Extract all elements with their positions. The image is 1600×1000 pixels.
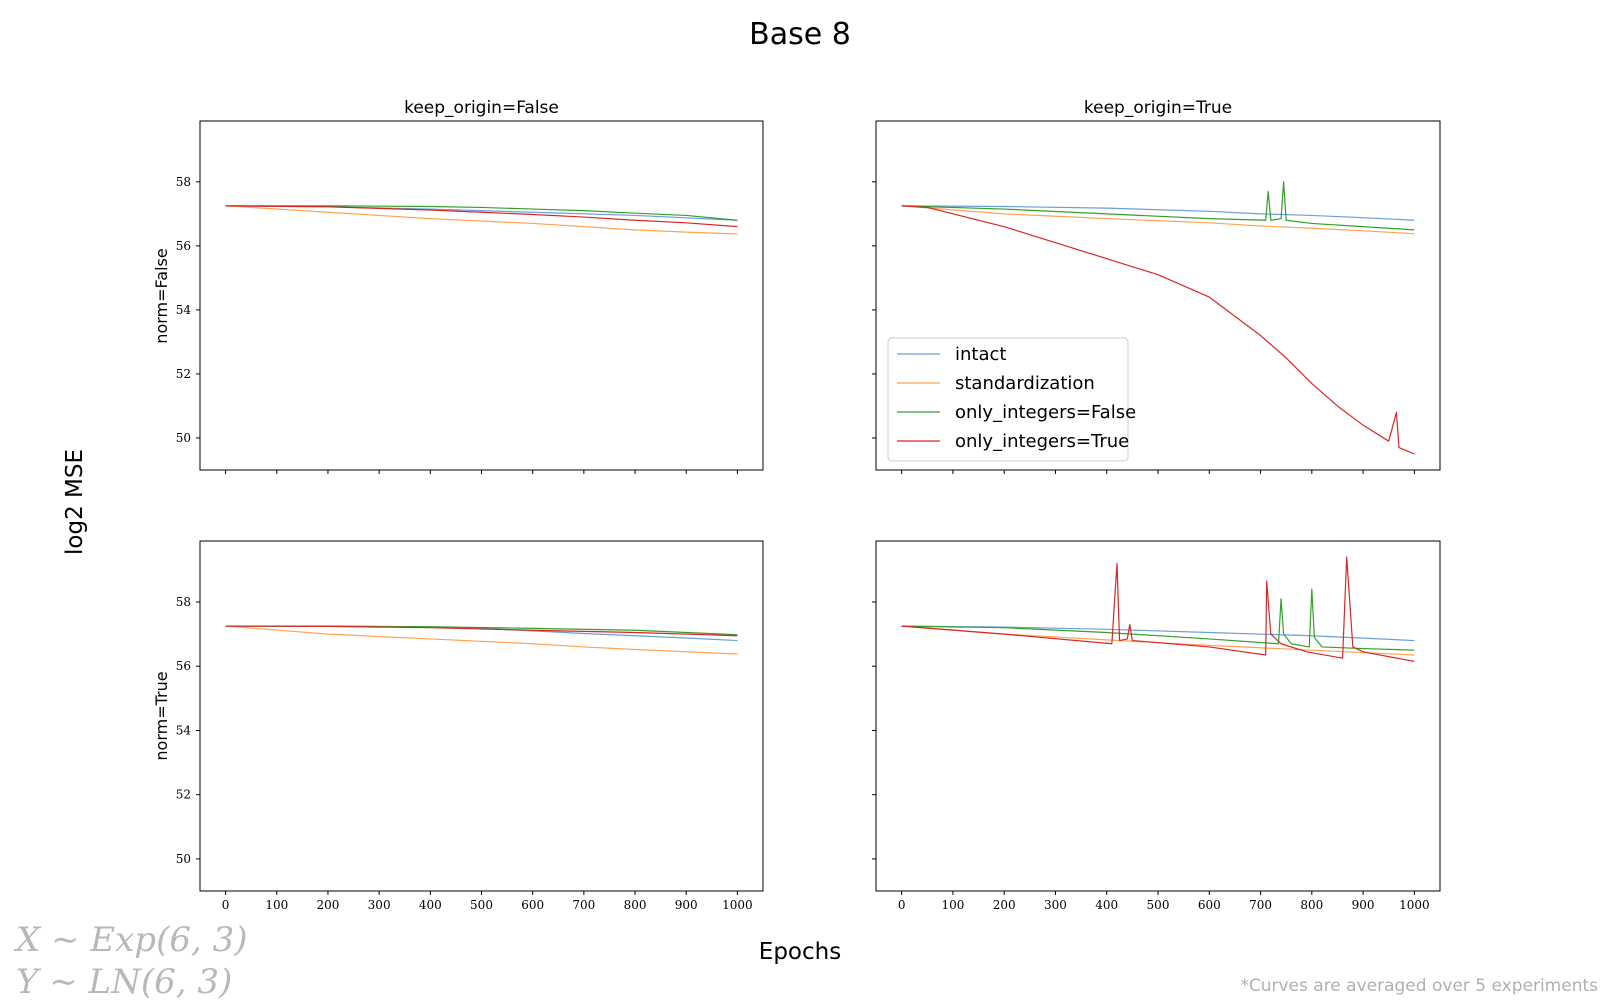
x-tick-label: 600: [1198, 898, 1221, 912]
legend-box: [887, 337, 1129, 462]
axes-frame: [875, 120, 1441, 471]
x-tick-label: 0: [222, 898, 230, 912]
y-tick-label: 50: [176, 431, 191, 445]
x-tick-label: 700: [572, 898, 595, 912]
x-tick-label: 300: [368, 898, 391, 912]
shared-x-axis-label: Epochs: [759, 939, 841, 965]
column-title-keep-origin-false: keep_origin=False: [404, 98, 559, 118]
subplot-1: 50 52 54 56 58: [176, 120, 764, 474]
x-tick-label: 200: [317, 898, 340, 912]
series-line-standardization: [225, 625, 738, 655]
series-line-only-integers-true: [901, 205, 1415, 455]
y-tick-label: 54: [176, 303, 192, 317]
y-tick-label: 58: [176, 175, 191, 189]
series-line-only-integers-false: [901, 588, 1415, 651]
legend-label: only_integers=True: [955, 431, 1129, 452]
y-tick-label: 56: [176, 239, 191, 253]
x-tick-label: 400: [419, 898, 442, 912]
axes-frame: [875, 540, 1441, 892]
series-line-only-integers-true: [225, 205, 738, 228]
x-tick-label: 800: [1300, 898, 1323, 912]
footnote: *Curves are averaged over 5 experiments: [1240, 976, 1598, 996]
legend: intact standardization only_integers=False…: [887, 337, 1136, 462]
x-tick-label: 700: [1249, 898, 1272, 912]
x-tick-label: 900: [675, 898, 698, 912]
series-line-standardization: [225, 205, 738, 235]
x-tick-label: 0: [898, 898, 906, 912]
x-tick-label: 1000: [1399, 898, 1430, 912]
figure-title: Base 8: [749, 17, 851, 52]
y-tick-label: 58: [176, 595, 191, 609]
x-tick-label: 900: [1352, 898, 1375, 912]
subplot-2: [872, 120, 1441, 474]
column-title-keep-origin-true: keep_origin=True: [1084, 98, 1232, 118]
x-tick-label: 600: [521, 898, 544, 912]
series-line-standardization: [901, 205, 1415, 235]
formula-y: Y ∼ LN(6, 3): [16, 962, 232, 1000]
formula-x: X ∼ Exp(6, 3): [13, 920, 247, 960]
subplot-3: 0 100 200 300 400 500 600 700 800 900 1000 50 52 54 56…: [176, 540, 764, 912]
row-label-norm-false: norm=False: [152, 248, 171, 343]
axes-frame: [199, 540, 764, 892]
y-tick-label: 52: [176, 367, 191, 381]
x-tick-label: 400: [1095, 898, 1118, 912]
legend-label: standardization: [955, 373, 1095, 394]
y-tick-label: 50: [176, 852, 191, 866]
shared-y-axis-label: log2 MSE: [62, 449, 88, 555]
series-line-only-integers-true: [901, 556, 1415, 662]
series-line-only-integers-false: [901, 181, 1415, 231]
y-tick-label: 56: [176, 659, 191, 673]
x-tick-label: 500: [1147, 898, 1170, 912]
series-line-intact: [901, 625, 1415, 642]
legend-label: intact: [955, 344, 1006, 365]
row-label-norm-true: norm=True: [152, 671, 171, 760]
series-line-only-integers-false: [225, 205, 738, 221]
x-tick-label: 800: [624, 898, 647, 912]
y-tick-label: 54: [176, 723, 192, 737]
y-tick-label: 52: [176, 788, 191, 802]
x-tick-label: 200: [993, 898, 1016, 912]
x-tick-label: 100: [265, 898, 288, 912]
x-tick-label: 100: [941, 898, 964, 912]
axes-frame: [199, 120, 764, 471]
subplot-4: 0 100 200 300 400 500 600 700 800 900 1000: [872, 540, 1441, 912]
x-tick-label: 300: [1044, 898, 1067, 912]
x-tick-label: 500: [470, 898, 493, 912]
x-tick-label: 1000: [722, 898, 753, 912]
series-line-intact: [901, 205, 1415, 221]
series-line-only-integers-true: [225, 625, 738, 637]
legend-label: only_integers=False: [955, 402, 1136, 423]
